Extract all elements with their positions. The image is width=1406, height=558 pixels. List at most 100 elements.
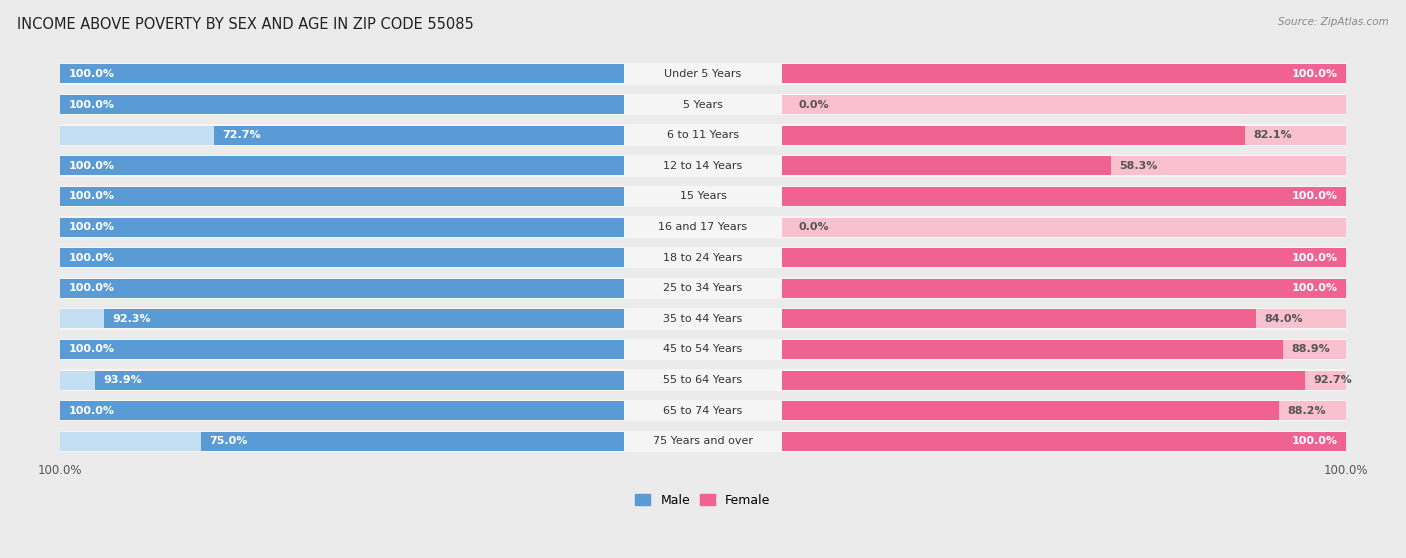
Bar bbox=[60, 94, 703, 116]
Bar bbox=[60, 401, 624, 420]
Text: 16 and 17 Years: 16 and 17 Years bbox=[658, 222, 748, 232]
Text: 45 to 54 Years: 45 to 54 Years bbox=[664, 344, 742, 354]
Text: 88.2%: 88.2% bbox=[1288, 406, 1326, 416]
Text: 100.0%: 100.0% bbox=[69, 191, 114, 201]
Text: 0.0%: 0.0% bbox=[799, 99, 830, 109]
Bar bbox=[60, 248, 624, 267]
Bar bbox=[782, 309, 1346, 328]
Text: 100.0%: 100.0% bbox=[69, 69, 114, 79]
Text: 100.0%: 100.0% bbox=[1292, 191, 1337, 201]
Bar bbox=[782, 371, 1305, 389]
Text: 100.0%: 100.0% bbox=[1292, 253, 1337, 263]
Bar bbox=[782, 401, 1279, 420]
Bar bbox=[60, 401, 624, 420]
Text: 5 Years: 5 Years bbox=[683, 99, 723, 109]
Bar bbox=[60, 277, 703, 299]
Bar bbox=[60, 186, 703, 207]
Bar bbox=[60, 432, 624, 451]
Bar bbox=[782, 156, 1346, 175]
Text: 92.3%: 92.3% bbox=[112, 314, 150, 324]
Text: 100.0%: 100.0% bbox=[1292, 69, 1337, 79]
Text: 100.0%: 100.0% bbox=[69, 99, 114, 109]
Bar bbox=[60, 65, 624, 84]
Bar bbox=[782, 126, 1244, 145]
Bar bbox=[782, 432, 1346, 451]
Bar bbox=[60, 369, 703, 391]
Bar bbox=[782, 218, 1346, 237]
Bar bbox=[60, 95, 624, 114]
Bar bbox=[782, 248, 1346, 267]
Bar bbox=[60, 431, 703, 452]
Text: 65 to 74 Years: 65 to 74 Years bbox=[664, 406, 742, 416]
Text: 35 to 44 Years: 35 to 44 Years bbox=[664, 314, 742, 324]
Text: 100.0%: 100.0% bbox=[1292, 283, 1337, 294]
Text: 100.0%: 100.0% bbox=[38, 464, 83, 477]
Text: 100.0%: 100.0% bbox=[1292, 436, 1337, 446]
Bar bbox=[782, 65, 1346, 84]
Bar bbox=[782, 401, 1346, 420]
Bar bbox=[782, 371, 1346, 389]
Text: 12 to 14 Years: 12 to 14 Years bbox=[664, 161, 742, 171]
Text: 100.0%: 100.0% bbox=[1323, 464, 1368, 477]
Bar bbox=[703, 277, 1346, 299]
Text: Source: ZipAtlas.com: Source: ZipAtlas.com bbox=[1278, 17, 1389, 27]
Text: 58.3%: 58.3% bbox=[1119, 161, 1157, 171]
Bar bbox=[782, 95, 1346, 114]
Bar bbox=[782, 279, 1346, 298]
Bar bbox=[703, 217, 1346, 238]
Bar bbox=[60, 279, 624, 298]
Bar bbox=[60, 339, 703, 360]
Text: 55 to 64 Years: 55 to 64 Years bbox=[664, 375, 742, 385]
Bar bbox=[703, 124, 1346, 146]
Text: 75.0%: 75.0% bbox=[209, 436, 247, 446]
Text: 18 to 24 Years: 18 to 24 Years bbox=[664, 253, 742, 263]
Bar bbox=[782, 156, 1111, 175]
Text: 100.0%: 100.0% bbox=[69, 344, 114, 354]
Bar bbox=[703, 400, 1346, 421]
Bar bbox=[60, 156, 624, 175]
Bar bbox=[703, 308, 1346, 330]
Text: 15 Years: 15 Years bbox=[679, 191, 727, 201]
Bar bbox=[60, 187, 624, 206]
Bar bbox=[782, 279, 1346, 298]
Bar bbox=[703, 63, 1346, 85]
Text: 25 to 34 Years: 25 to 34 Years bbox=[664, 283, 742, 294]
Bar bbox=[703, 247, 1346, 268]
Text: 72.7%: 72.7% bbox=[222, 130, 262, 140]
Bar bbox=[60, 371, 624, 389]
Text: 75 Years and over: 75 Years and over bbox=[652, 436, 754, 446]
Text: 100.0%: 100.0% bbox=[69, 283, 114, 294]
Bar bbox=[60, 247, 703, 268]
Bar bbox=[60, 340, 624, 359]
Bar bbox=[60, 308, 703, 330]
Bar bbox=[201, 432, 624, 451]
Bar bbox=[703, 155, 1346, 176]
Text: 100.0%: 100.0% bbox=[69, 253, 114, 263]
Bar bbox=[60, 309, 624, 328]
Bar bbox=[60, 340, 624, 359]
Bar bbox=[60, 95, 624, 114]
Legend: Male, Female: Male, Female bbox=[630, 489, 776, 512]
Bar bbox=[703, 339, 1346, 360]
Text: 100.0%: 100.0% bbox=[69, 161, 114, 171]
Bar bbox=[782, 248, 1346, 267]
Text: 100.0%: 100.0% bbox=[69, 406, 114, 416]
Text: INCOME ABOVE POVERTY BY SEX AND AGE IN ZIP CODE 55085: INCOME ABOVE POVERTY BY SEX AND AGE IN Z… bbox=[17, 17, 474, 32]
Text: 84.0%: 84.0% bbox=[1264, 314, 1303, 324]
Bar bbox=[60, 63, 703, 85]
Text: Under 5 Years: Under 5 Years bbox=[665, 69, 741, 79]
Bar bbox=[782, 340, 1284, 359]
Bar bbox=[60, 124, 703, 146]
Bar bbox=[782, 65, 1346, 84]
Bar bbox=[60, 187, 624, 206]
Text: 88.9%: 88.9% bbox=[1292, 344, 1330, 354]
Text: 100.0%: 100.0% bbox=[69, 222, 114, 232]
Bar bbox=[60, 155, 703, 176]
Bar bbox=[703, 369, 1346, 391]
Bar bbox=[94, 371, 624, 389]
Bar bbox=[782, 309, 1256, 328]
Text: 92.7%: 92.7% bbox=[1313, 375, 1353, 385]
Text: 82.1%: 82.1% bbox=[1253, 130, 1292, 140]
Bar bbox=[214, 126, 624, 145]
Bar bbox=[60, 156, 624, 175]
